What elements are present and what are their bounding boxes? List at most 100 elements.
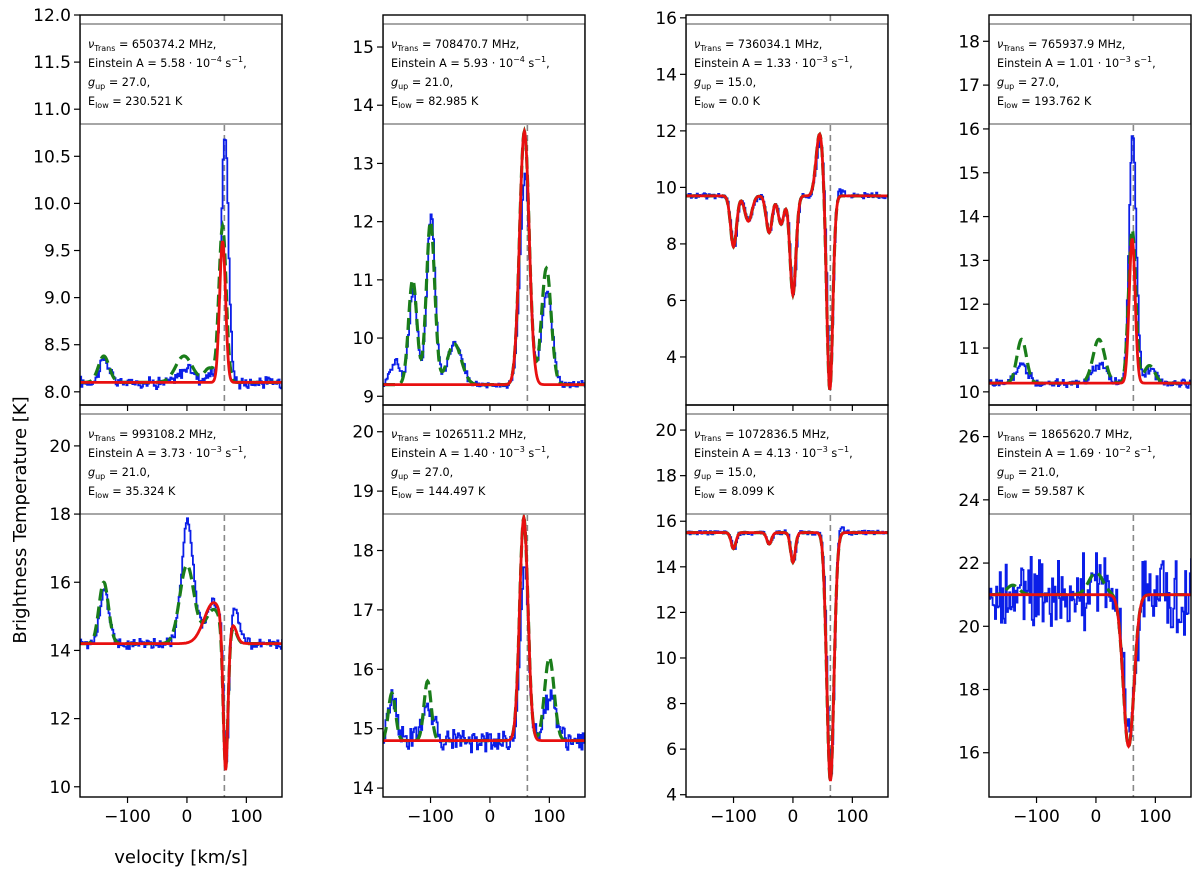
nu-trans-value: = 993108.2 MHz,: [115, 428, 216, 441]
plot-area-p2: νTrans = 708470.7 MHz, Einstein A = 5.93 …: [383, 15, 585, 405]
plot-area-p3: νTrans = 736034.1 MHz, Einstein A = 1.33 …: [686, 15, 888, 405]
nu-trans-text: νTrans = 1865620.7 MHz,: [997, 428, 1132, 443]
axes-frame: [988, 404, 1192, 798]
info-box-frame: [383, 413, 585, 515]
y-tick-label: 18: [49, 505, 71, 525]
y-tick-label: 26: [958, 428, 980, 448]
plot-area-p6: νTrans = 1026511.2 MHz, Einstein A = 1.40…: [383, 405, 585, 797]
transition-info-box: νTrans = 1865620.7 MHz, Einstein A = 1.69…: [989, 413, 1191, 515]
e-low-text: Elow = 0.0 K: [694, 95, 761, 110]
full-model-line: [80, 220, 282, 384]
nu-trans-text: νTrans = 1026511.2 MHz,: [391, 428, 526, 443]
y-tick-label: 10: [958, 383, 980, 403]
y-tick-label: 17: [958, 76, 980, 96]
full-model-line: [686, 131, 888, 390]
y-tick-label: 12: [655, 122, 677, 142]
nu-trans-value: = 1026511.2 MHz,: [418, 428, 526, 441]
y-tick-label: 12: [958, 295, 980, 315]
y-tick-label: 10: [352, 329, 374, 349]
y-tick-label: 13: [352, 154, 374, 174]
full-model-line: [686, 531, 888, 782]
y-tick-label: 20: [352, 423, 374, 443]
observed-spectrum-line: [383, 566, 585, 754]
einstein-a-exponent: −4: [513, 55, 525, 64]
transition-model-line: [989, 593, 1191, 749]
transition-model-line: [383, 512, 585, 742]
e-low-text: Elow = 8.099 K: [694, 485, 775, 500]
nu-trans-text: νTrans = 708470.7 MHz,: [391, 38, 519, 53]
x-tick-label: −100: [104, 807, 151, 827]
y-tick-label: 10.5: [33, 147, 71, 167]
y-tick-label: 10: [49, 778, 71, 798]
einstein-a-exponent: −3: [210, 445, 222, 454]
info-box-frame: [80, 413, 282, 515]
observed-spectrum-line: [80, 517, 282, 766]
y-tick-label: 18: [655, 467, 677, 487]
panel-p8: νTrans = 1865620.7 MHz, Einstein A = 1.69…: [958, 404, 1192, 827]
transition-info-box: νTrans = 736034.1 MHz, Einstein A = 1.33 …: [686, 23, 888, 125]
transition-info-box: νTrans = 765937.9 MHz, Einstein A = 1.01 …: [989, 23, 1191, 125]
x-tick-label: 0: [485, 807, 496, 827]
info-box-frame: [686, 413, 888, 515]
axes-frame: [685, 404, 889, 798]
panel-p6: νTrans = 1026511.2 MHz, Einstein A = 1.40…: [352, 404, 586, 827]
y-tick-label: 11.5: [33, 53, 71, 73]
nu-trans-value: = 708470.7 MHz,: [418, 38, 519, 51]
y-tick-label: 11: [352, 271, 374, 291]
info-box-frame: [989, 413, 1191, 515]
y-tick-label: 18: [958, 32, 980, 52]
e-low-text: Elow = 35.324 K: [88, 485, 176, 500]
x-tick-label: 0: [788, 807, 799, 827]
nu-trans-text: νTrans = 1072836.5 MHz,: [694, 428, 829, 443]
panel-p1: νTrans = 650374.2 MHz, Einstein A = 5.58 …: [33, 6, 283, 411]
transition-info-box: νTrans = 1072836.5 MHz, Einstein A = 4.13…: [686, 413, 888, 515]
y-tick-label: 20: [958, 617, 980, 637]
x-tick-label: 0: [1091, 807, 1102, 827]
x-tick-label: 0: [182, 807, 193, 827]
einstein-a-text: Einstein A = 1.01 · 10−3 s−1,: [997, 55, 1156, 70]
y-tick-label: 16: [352, 660, 374, 680]
y-tick-label: 18: [958, 681, 980, 701]
nu-trans-value: = 650374.2 MHz,: [115, 38, 216, 51]
observed-spectrum-line: [989, 135, 1191, 389]
full-model-line: [80, 563, 282, 767]
y-tick-label: 14: [352, 779, 374, 799]
info-box-frame: [80, 23, 282, 125]
y-tick-label: 16: [958, 744, 980, 764]
g-up-text: gup = 27.0,: [88, 76, 150, 91]
einstein-a-text: Einstein A = 3.73 · 10−3 s−1,: [88, 445, 247, 460]
y-tick-label: 22: [958, 554, 980, 574]
y-tick-label: 8: [666, 235, 677, 255]
observed-spectrum-line: [686, 526, 888, 778]
y-tick-label: 10: [655, 649, 677, 669]
info-box-frame: [989, 23, 1191, 125]
y-tick-label: 14: [352, 96, 374, 116]
y-tick-label: 15: [958, 164, 980, 184]
panels: νTrans = 650374.2 MHz, Einstein A = 5.58 …: [33, 6, 1192, 827]
einstein-a-text: Einstein A = 5.93 · 10−4 s−1,: [391, 55, 550, 70]
y-tick-label: 24: [958, 491, 980, 511]
y-tick-label: 4: [666, 786, 677, 806]
y-tick-label: 19: [352, 482, 374, 502]
y-tick-label: 10.0: [33, 194, 71, 214]
y-tick-label: 8.0: [44, 383, 71, 403]
panel-p2: νTrans = 708470.7 MHz, Einstein A = 5.93 …: [352, 14, 586, 411]
x-tick-label: 100: [1139, 807, 1171, 827]
full-model-line: [989, 223, 1191, 385]
x-tick-label: −100: [407, 807, 454, 827]
e-low-text: Elow = 144.497 K: [391, 485, 486, 500]
transition-model-line: [383, 126, 585, 386]
y-tick-label: 8.5: [44, 336, 71, 356]
y-tick-label: 12: [49, 710, 71, 730]
y-tick-label: 17: [352, 601, 374, 621]
einstein-a-text: Einstein A = 1.40 · 10−3 s−1,: [391, 445, 550, 460]
transition-model-line: [686, 531, 888, 782]
plot-area-p1: νTrans = 650374.2 MHz, Einstein A = 5.58 …: [80, 15, 282, 405]
y-tick-label: 16: [655, 512, 677, 532]
einstein-a-text: Einstein A = 1.69 · 10−2 s−1,: [997, 445, 1156, 460]
y-tick-label: 20: [655, 421, 677, 441]
einstein-a-text: Einstein A = 1.33 · 10−3 s−1,: [694, 55, 853, 70]
x-tick-label: 100: [533, 807, 565, 827]
nu-trans-text: νTrans = 993108.2 MHz,: [88, 428, 216, 443]
